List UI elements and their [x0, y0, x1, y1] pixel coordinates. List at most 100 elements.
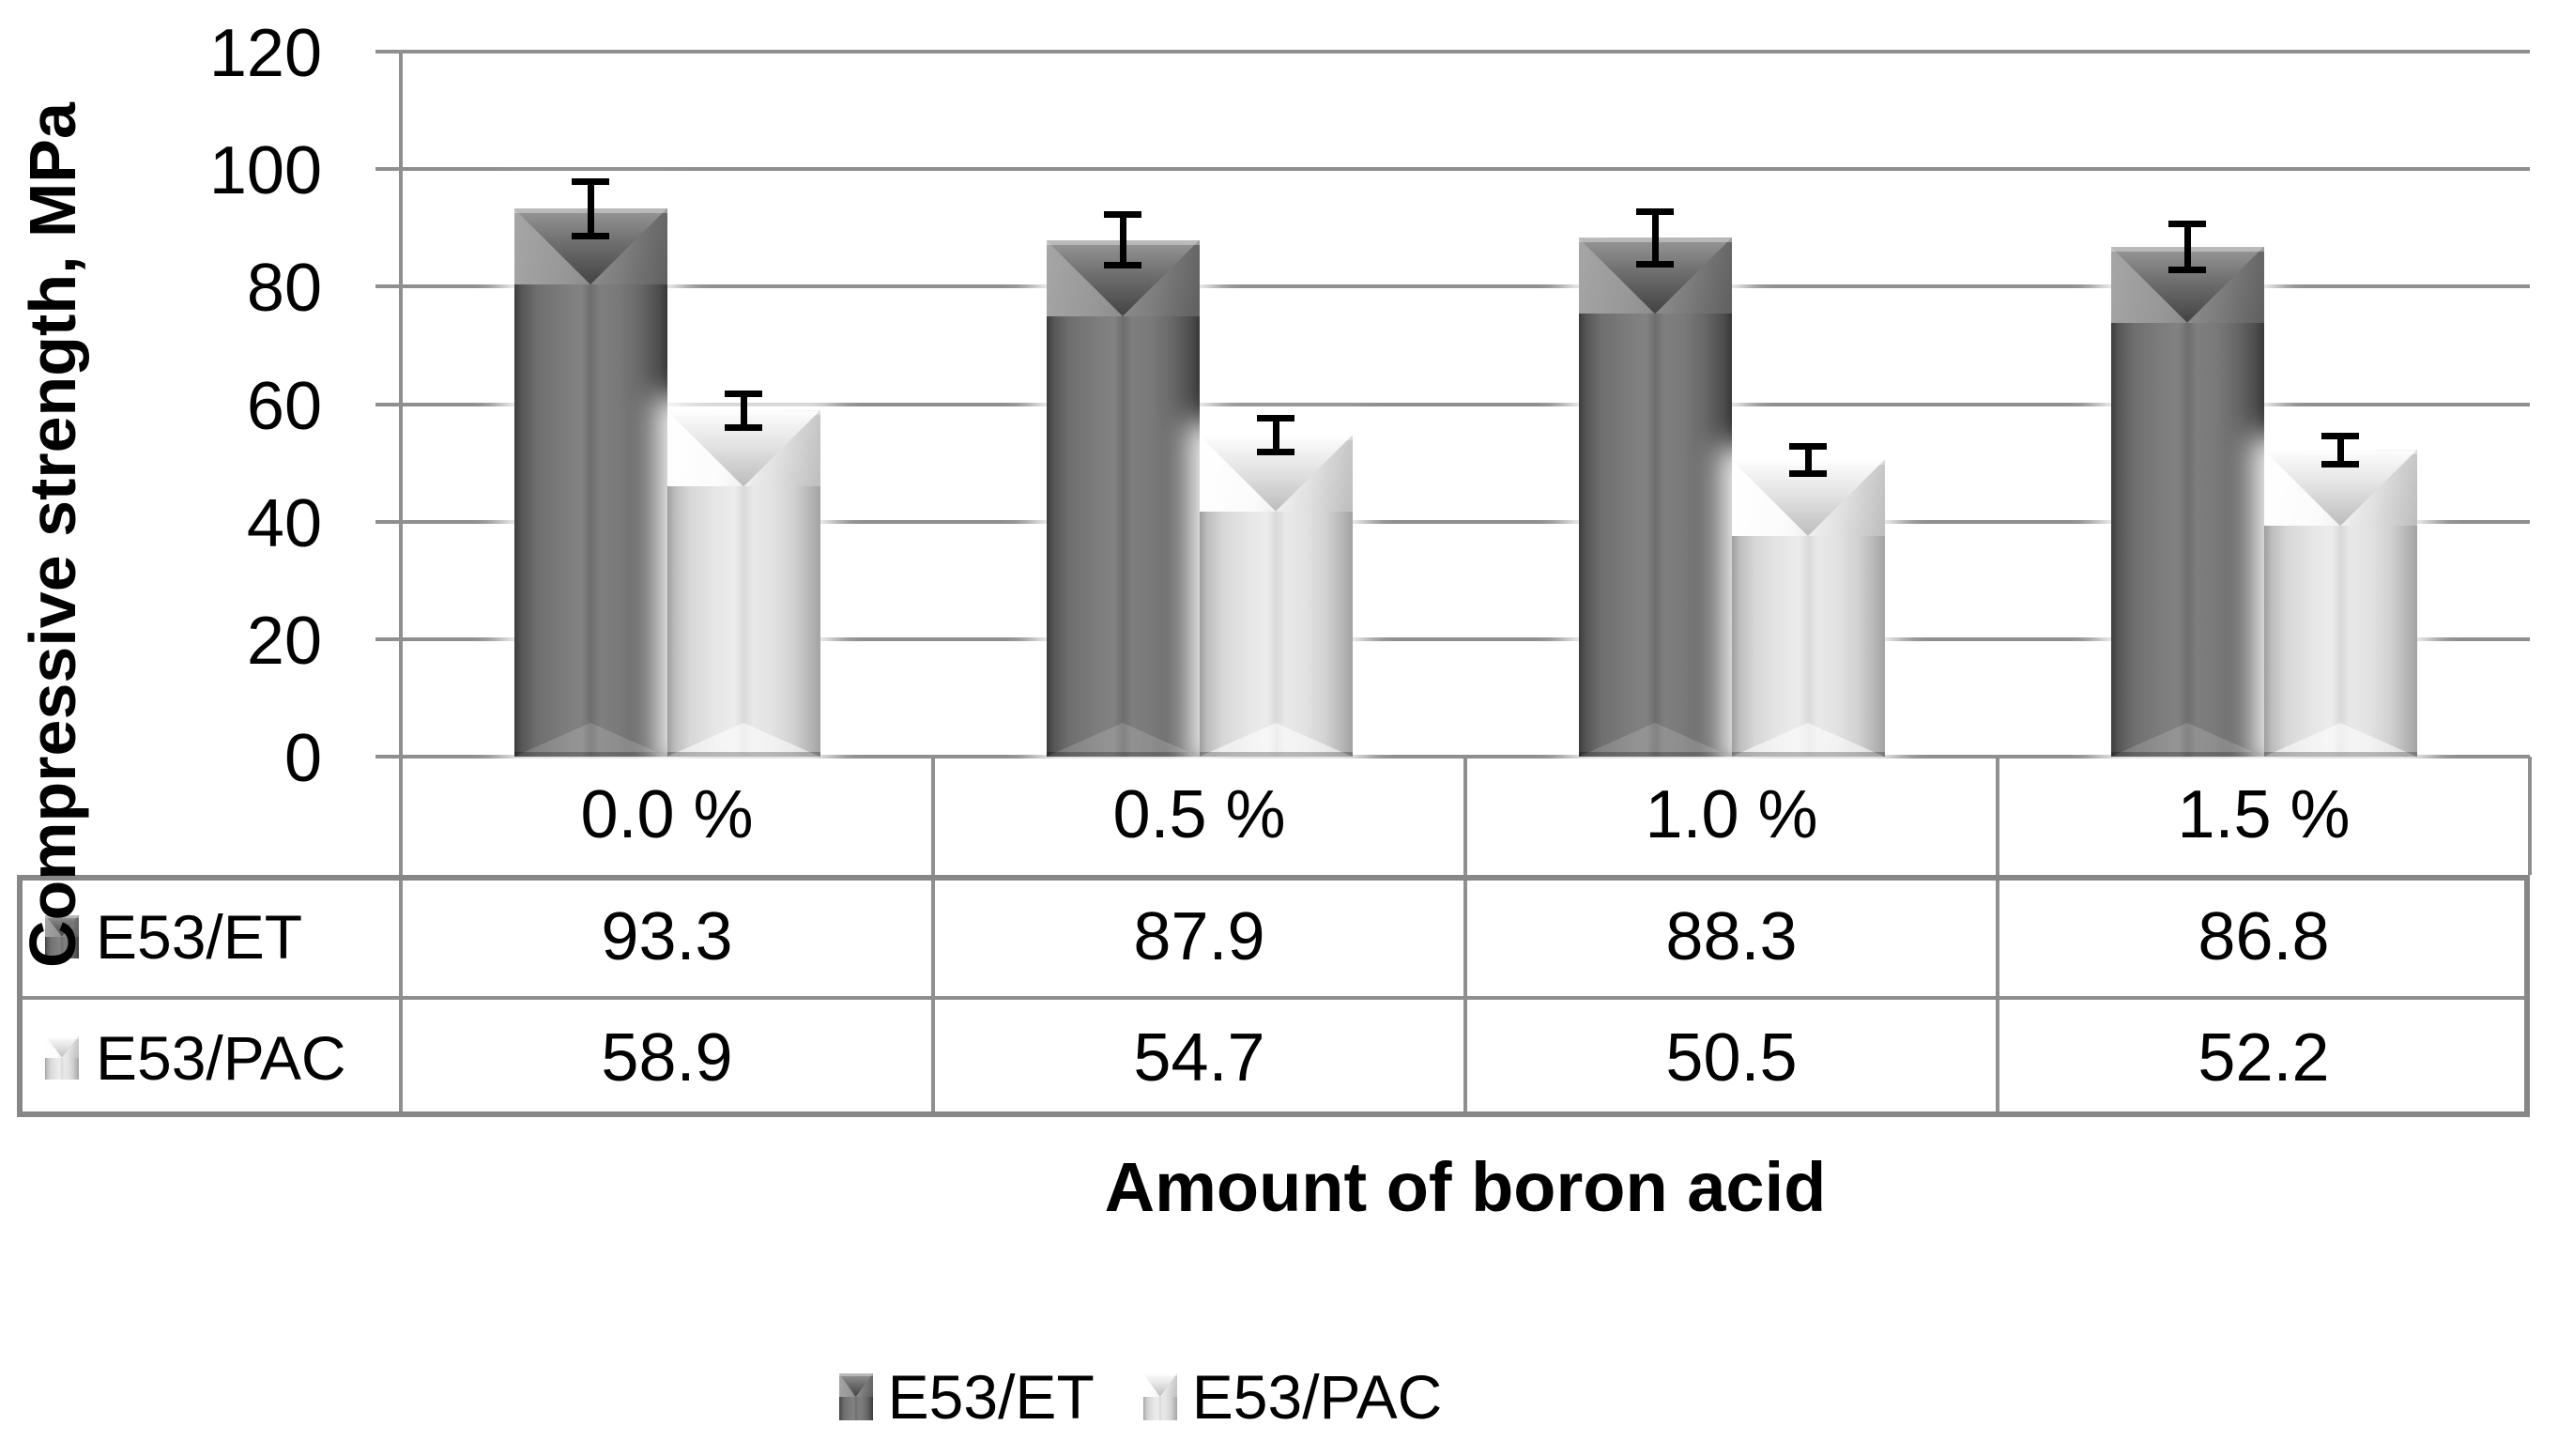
- error-bar-cap-bottom: [2168, 266, 2206, 273]
- table-outer-border: [17, 875, 2530, 1117]
- error-bar-line: [587, 180, 594, 237]
- table-row-label: E53/ET: [96, 901, 303, 972]
- bar-bottom-edge: [1578, 751, 1732, 757]
- table-row-divider: [17, 996, 2530, 1000]
- error-bar-cap-bottom: [1257, 449, 1294, 456]
- table-cell-value: 87.9: [1133, 898, 1265, 974]
- legend-label: E53/PAC: [1191, 1362, 1443, 1432]
- bar-e53-et-10: [1578, 238, 1732, 757]
- bar-bottom-edge: [513, 751, 667, 757]
- table-column-divider: [931, 875, 935, 1117]
- bar-bottom-edge: [2110, 751, 2264, 757]
- bar-body: [2110, 246, 2264, 757]
- gridline-60: [401, 402, 2530, 406]
- error-bar-cap-bottom: [1789, 469, 1827, 477]
- table-column-divider: [1996, 875, 1999, 1117]
- bar-e53-et-00: [513, 208, 667, 757]
- error-bar-line: [1651, 211, 1659, 265]
- error-bar-line: [740, 392, 747, 429]
- table-column-divider: [399, 875, 403, 1117]
- key-bevel-top: [838, 1373, 873, 1397]
- error-bar-line: [1119, 214, 1126, 267]
- y-tick-label: 80: [246, 251, 322, 327]
- bar-bottom-edge: [1731, 751, 1885, 757]
- bar-bevel-bottom: [2110, 722, 2264, 757]
- bar-bottom-edge: [1199, 751, 1353, 757]
- error-bar-cap-bottom: [725, 424, 762, 432]
- gridline-120: [401, 50, 2530, 54]
- bar-bevel-bottom: [1578, 722, 1732, 757]
- error-bar-cap-bottom: [572, 232, 609, 239]
- bar-body: [1578, 238, 1732, 757]
- bar-e53-pac-00: [666, 410, 820, 757]
- error-bar-cap-bottom: [1636, 260, 1674, 268]
- gridline-40: [401, 519, 2530, 524]
- category-label: 1.0 %: [1645, 777, 1818, 852]
- category-separator: [1463, 757, 1467, 875]
- y-tick-mark: [375, 50, 401, 54]
- y-tick-mark: [375, 636, 401, 641]
- bar-bottom-edge: [666, 751, 820, 757]
- bar-bevel-bottom: [1046, 722, 1200, 757]
- y-axis-line: [399, 50, 403, 875]
- key-bevel-v: [838, 1373, 873, 1397]
- table-cell-value: 54.7: [1133, 1019, 1265, 1096]
- key-bevel-top: [45, 1035, 79, 1058]
- error-bar-cap-top: [2321, 432, 2359, 439]
- key-top-edge: [45, 1035, 79, 1039]
- key-bevel-v: [1142, 1373, 1177, 1397]
- table-cell-value: 88.3: [1665, 898, 1798, 974]
- error-bar-line: [2183, 222, 2191, 270]
- table-cell-value: 50.5: [1665, 1019, 1798, 1096]
- table-row-header: E53/PAC: [23, 998, 397, 1117]
- category-separator: [2528, 757, 2532, 875]
- legend-item: E53/ET: [838, 1361, 1095, 1433]
- table-cell-value: 86.8: [2198, 898, 2330, 974]
- bar-e53-pac-15: [2263, 450, 2417, 757]
- gridline-20: [401, 636, 2530, 641]
- y-tick-mark: [375, 402, 401, 406]
- error-bar-line: [2336, 435, 2344, 465]
- bar-e53-et-05: [1046, 239, 1200, 757]
- key-bevel-top: [1142, 1373, 1177, 1397]
- bar-e53-pac-10: [1731, 459, 1885, 757]
- y-tick-label: 0: [283, 721, 322, 796]
- y-tick-mark: [375, 519, 401, 524]
- gridline-80: [401, 284, 2530, 289]
- legend-key-icon: [45, 914, 79, 958]
- bar-bevel-bottom: [1731, 722, 1885, 757]
- y-axis-title: Compressive strength, MPa: [16, 102, 89, 968]
- legend-key-icon: [1142, 1373, 1177, 1420]
- y-tick-mark: [375, 755, 401, 759]
- error-bar-cap-top: [1789, 442, 1827, 450]
- bar-bevel-bottom: [666, 722, 820, 757]
- legend-item: E53/PAC: [1142, 1361, 1443, 1433]
- table-cell-value: 58.9: [601, 1019, 733, 1096]
- bar-bevel-bottom: [1199, 722, 1353, 757]
- category-label: 1.5 %: [2177, 777, 2351, 852]
- legend: E53/ET E53/PAC: [0, 1361, 2281, 1433]
- table-row-label: E53/PAC: [96, 1022, 346, 1093]
- y-tick-label: 120: [208, 16, 322, 91]
- bar-bottom-edge: [1046, 751, 1200, 757]
- key-bevel-top: [45, 914, 79, 937]
- bar-e53-et-15: [2110, 246, 2264, 757]
- key-top-edge: [45, 914, 79, 918]
- legend-label: E53/ET: [887, 1362, 1095, 1432]
- legend-key-icon: [838, 1373, 873, 1420]
- y-tick-label: 40: [246, 485, 322, 561]
- category-separator: [1996, 757, 1999, 875]
- bar-e53-pac-05: [1199, 435, 1353, 757]
- key-top-edge: [1142, 1373, 1177, 1376]
- error-bar-cap-top: [572, 177, 609, 185]
- error-bar-line: [1272, 417, 1279, 453]
- y-tick-label: 100: [208, 133, 322, 209]
- key-top-edge: [838, 1373, 873, 1376]
- category-label: 0.0 %: [580, 777, 754, 852]
- error-bar-cap-top: [1636, 208, 1674, 216]
- gridline-100: [401, 167, 2530, 172]
- error-bar-cap-top: [1257, 414, 1294, 421]
- error-bar-cap-top: [2168, 220, 2206, 227]
